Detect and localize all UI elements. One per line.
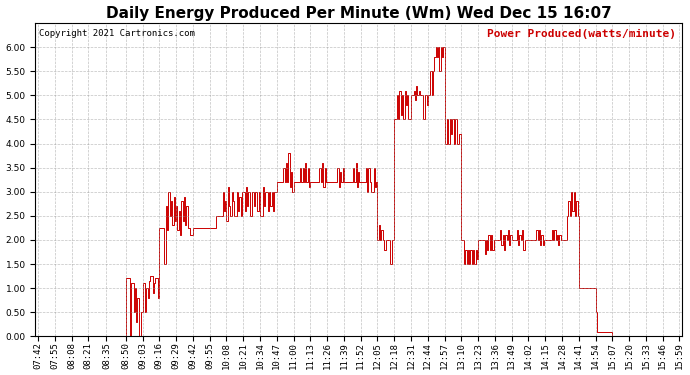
Text: Copyright 2021 Cartronics.com: Copyright 2021 Cartronics.com (39, 29, 195, 38)
Title: Daily Energy Produced Per Minute (Wm) Wed Dec 15 16:07: Daily Energy Produced Per Minute (Wm) We… (106, 6, 611, 21)
Text: Power Produced(watts/minute): Power Produced(watts/minute) (486, 29, 676, 39)
